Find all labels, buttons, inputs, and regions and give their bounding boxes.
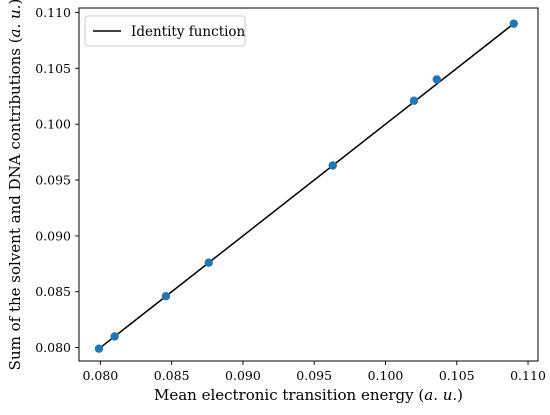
x-tick-label-5: 0.100 <box>368 368 404 383</box>
y-tick-label-4: 0.095 <box>35 173 71 188</box>
identity-line <box>98 23 515 350</box>
legend-label-identity: Identity function <box>131 24 246 40</box>
legend-box <box>84 15 246 47</box>
y-tick-label-7: 0.110 <box>35 5 71 20</box>
y-tick-label-3: 0.090 <box>35 228 71 243</box>
x-tick-label-3: 0.090 <box>225 368 261 383</box>
data-point-4 <box>204 258 213 267</box>
x-tick-label-4: 0.095 <box>296 368 332 383</box>
y-tick-label-5: 0.100 <box>35 117 71 132</box>
data-point-7 <box>432 75 441 84</box>
y-tick-label-2: 0.085 <box>35 284 71 299</box>
x-axis-title: Mean electronic transition energy (a. u.… <box>154 386 463 404</box>
x-tick-label-1: 0.080 <box>82 368 118 383</box>
data-point-5 <box>328 161 337 170</box>
x-tick-label-7: 0.110 <box>510 368 546 383</box>
y-axis-title: Sum of the solvent and DNA contributions… <box>6 0 24 370</box>
plot-frame <box>78 7 539 362</box>
data-point-2 <box>110 332 119 341</box>
data-point-3 <box>161 292 171 301</box>
data-point-8 <box>509 19 518 28</box>
data-point-1 <box>94 344 104 353</box>
y-tick-label-6: 0.105 <box>35 61 71 76</box>
x-tick-label-2: 0.085 <box>154 368 190 383</box>
data-layer <box>94 19 518 353</box>
ticks-layer: 0.080 0.085 0.090 0.095 0.100 0.105 0.110 0.080… <box>35 5 546 383</box>
data-point-6 <box>409 96 419 105</box>
x-tick-label-6: 0.105 <box>439 368 475 383</box>
legend: Identity function <box>84 15 246 47</box>
y-tick-label-1: 0.080 <box>35 340 71 355</box>
